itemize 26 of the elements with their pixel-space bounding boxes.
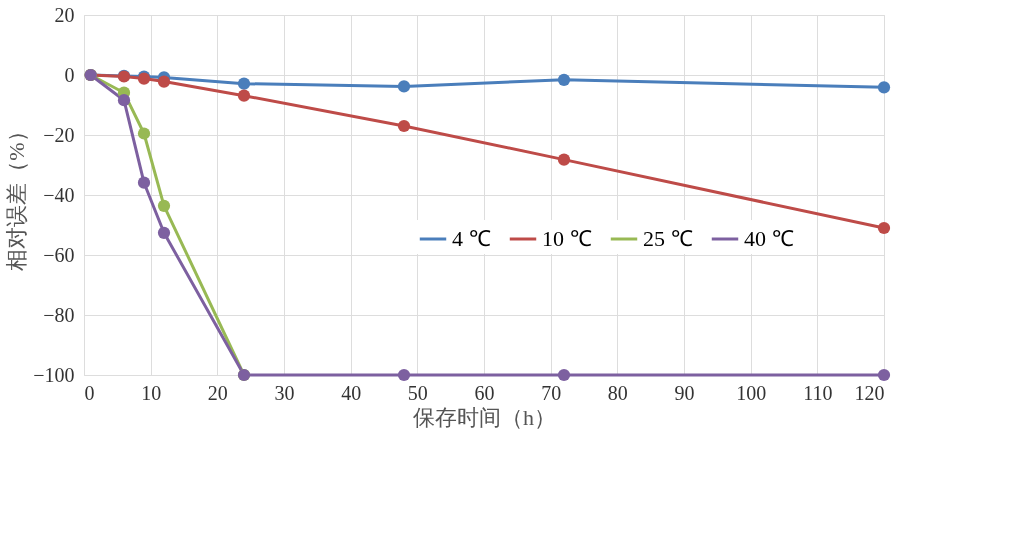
y-tick-label: 0	[64, 63, 75, 86]
y-tick-label: 20	[54, 3, 75, 26]
x-tick-label: 50	[407, 381, 428, 404]
legend-label: 25 ℃	[643, 226, 693, 251]
y-tick-label: −40	[43, 183, 75, 206]
y-tick-label: −20	[43, 123, 75, 146]
x-tick-label: 120	[854, 381, 885, 404]
x-tick-label: 60	[474, 381, 495, 404]
legend-label: 4 ℃	[452, 226, 491, 251]
x-axis-title: 保存时间（h）	[413, 404, 556, 430]
x-tick-label: 70	[541, 381, 562, 404]
y-tick-label: −80	[43, 303, 75, 326]
x-tick-label: 90	[674, 381, 695, 404]
x-tick-label: 10	[141, 381, 162, 404]
legend-label: 10 ℃	[542, 226, 592, 251]
x-tick-label: 80	[607, 381, 628, 404]
x-tick-label: 100	[736, 381, 767, 404]
x-tick-label: 30	[274, 381, 295, 404]
legend-label: 40 ℃	[744, 226, 794, 251]
x-tick-label: 0	[84, 381, 95, 404]
x-tick-label: 20	[207, 381, 228, 404]
y-tick-label: −100	[33, 363, 75, 386]
x-tick-label: 40	[341, 381, 362, 404]
y-tick-label: −60	[43, 243, 75, 266]
y-axis-title: 相对误差（%）	[4, 120, 30, 271]
x-tick-label: 110	[803, 381, 833, 404]
